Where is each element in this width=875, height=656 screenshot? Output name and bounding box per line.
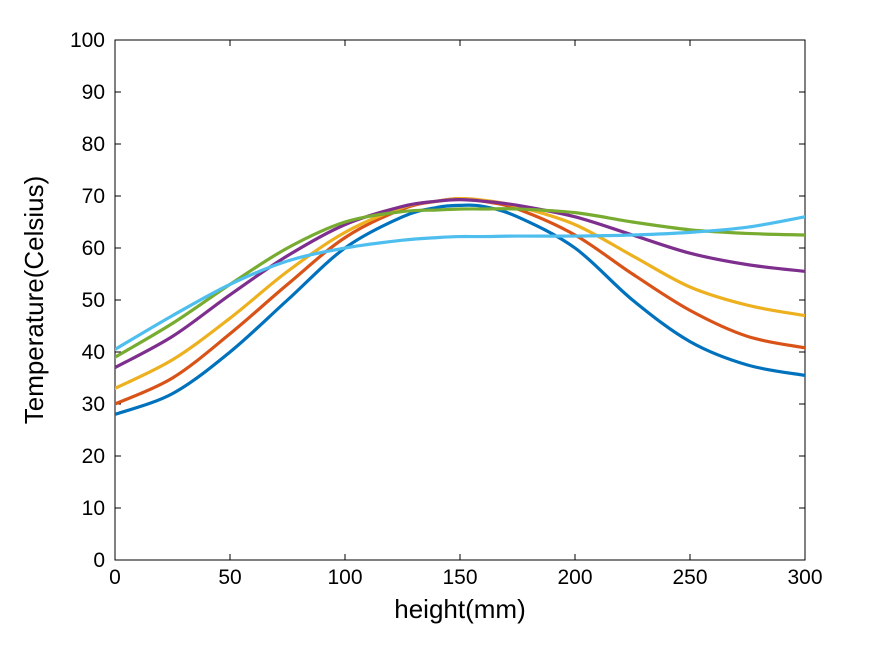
y-tick-label: 30 xyxy=(82,393,105,416)
y-tick-label: 70 xyxy=(82,185,105,208)
x-tick-label: 200 xyxy=(557,566,592,589)
y-tick-label: 80 xyxy=(82,133,105,156)
y-tick-label: 10 xyxy=(82,497,105,520)
x-tick-label: 300 xyxy=(787,566,822,589)
x-tick-label: 250 xyxy=(672,566,707,589)
x-tick-label: 50 xyxy=(218,566,241,589)
x-tick-label: 150 xyxy=(442,566,477,589)
chart-background xyxy=(0,0,875,656)
x-axis-label: height(mm) xyxy=(394,594,525,624)
y-tick-label: 90 xyxy=(82,81,105,104)
chart-container: 0 50 100 150 200 250 300 0 10 20 30 40 50 60 70 80 90 100… xyxy=(0,0,875,656)
y-tick-label: 50 xyxy=(82,289,105,312)
y-tick-label: 20 xyxy=(82,445,105,468)
y-tick-label: 100 xyxy=(70,29,105,52)
y-tick-label: 0 xyxy=(93,549,105,572)
x-tick-label: 0 xyxy=(109,566,121,589)
y-tick-label: 40 xyxy=(82,341,105,364)
line-chart: 0 50 100 150 200 250 300 0 10 20 30 40 50 60 70 80 90 100… xyxy=(0,0,875,656)
x-tick-label: 100 xyxy=(327,566,362,589)
y-axis-label: Temperature(Celsius) xyxy=(19,176,49,425)
y-tick-label: 60 xyxy=(82,237,105,260)
